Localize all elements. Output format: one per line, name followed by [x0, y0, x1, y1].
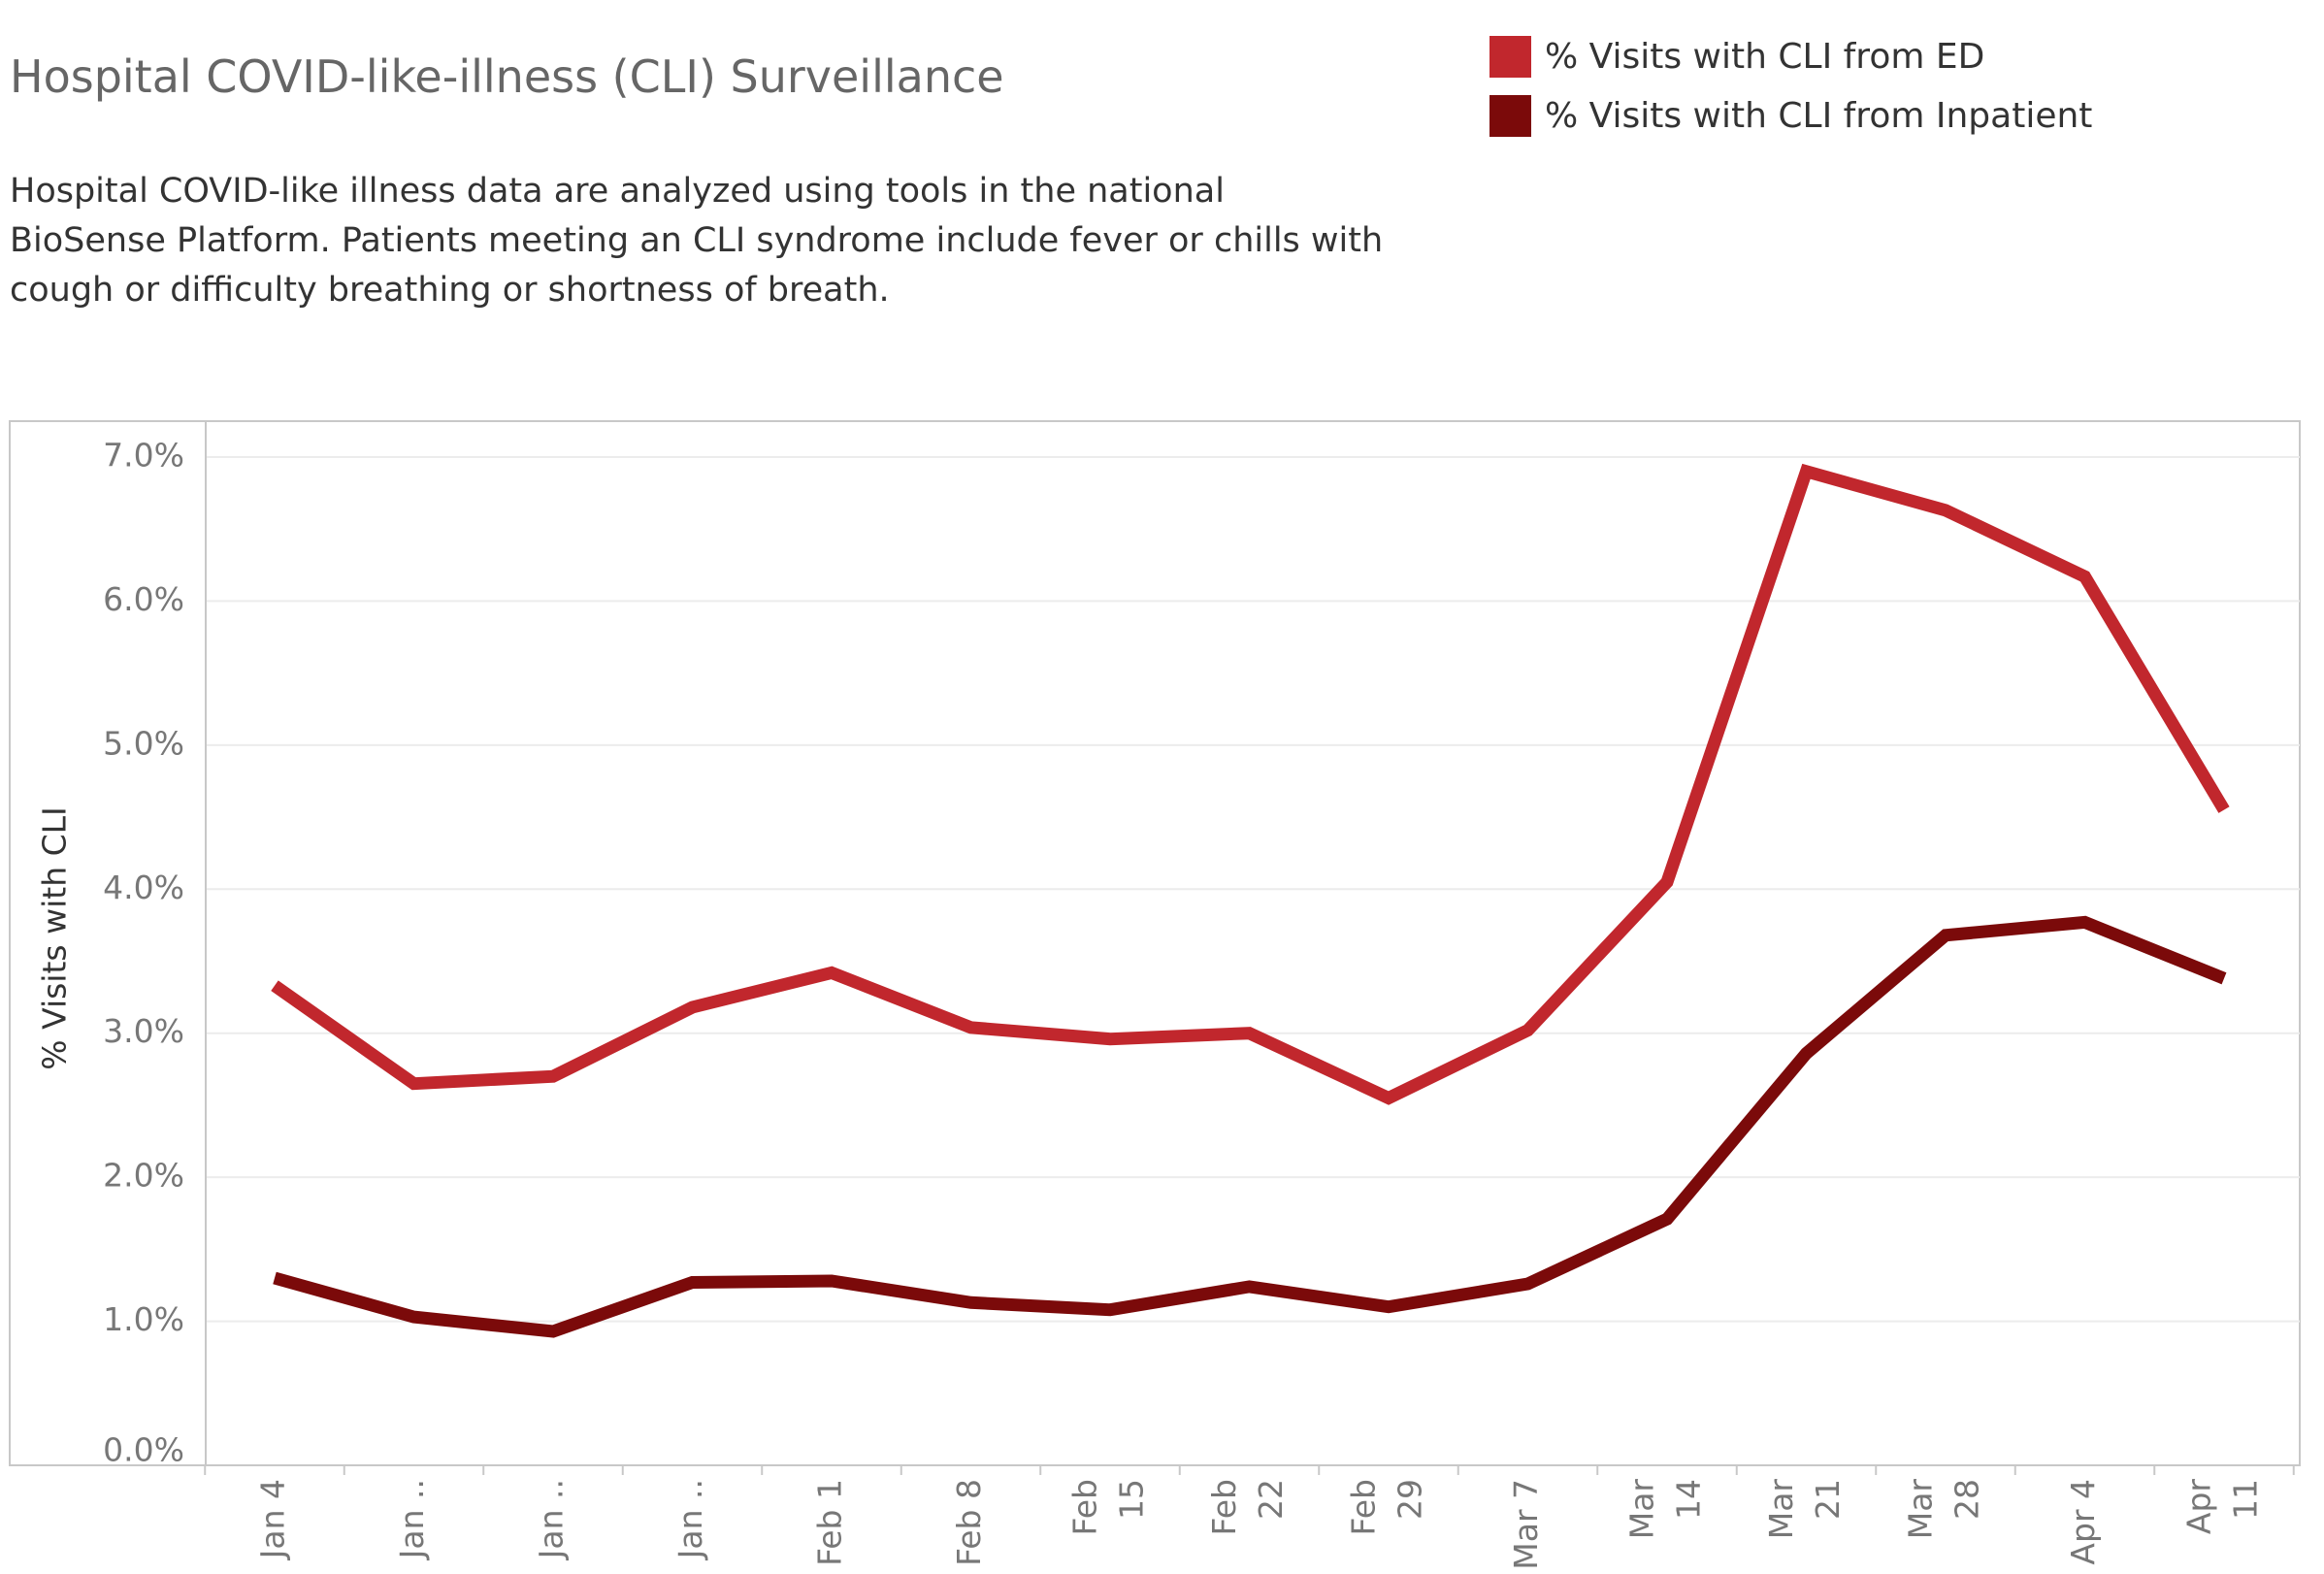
y-axis-title: % Visits with CLI	[36, 806, 74, 1070]
x-tick-label: 15	[1113, 1479, 1151, 1520]
x-tick-label: 29	[1391, 1479, 1429, 1520]
y-tick-label: 4.0%	[103, 869, 184, 906]
x-tick-label: Mar	[1902, 1479, 1940, 1540]
legend-swatch-ed	[1489, 36, 1531, 78]
x-tick-label: Feb 8	[950, 1479, 988, 1566]
chart-title: Hospital COVID-like-illness (CLI) Survei…	[10, 50, 1004, 103]
y-tick-label: 2.0%	[103, 1157, 184, 1195]
x-tick-label: Apr	[2180, 1479, 2218, 1535]
y-tick-label: 6.0%	[103, 580, 184, 618]
x-tick-label: Apr 4	[2064, 1479, 2102, 1565]
x-tick-label: Mar	[1623, 1479, 1661, 1540]
legend-swatch-inpatient	[1489, 95, 1531, 137]
y-tick-label: 1.0%	[103, 1300, 184, 1338]
x-tick-label: 21	[1809, 1479, 1847, 1520]
series-line-ed	[271, 463, 2230, 1105]
x-tick-label: 14	[1670, 1479, 1708, 1520]
x-tick-label: Feb	[1345, 1479, 1383, 1535]
legend-item-inpatient[interactable]: % Visits with CLI from Inpatient	[1489, 86, 2092, 146]
x-tick-label: 11	[2227, 1479, 2265, 1520]
legend-label-inpatient: % Visits with CLI from Inpatient	[1545, 96, 2093, 136]
chart-description: Hospital COVID-like illness data are ana…	[10, 172, 1384, 310]
x-tick-label: Feb 1	[811, 1479, 849, 1566]
x-tick-label: Jan 4	[254, 1479, 292, 1560]
x-tick-label: Feb	[1205, 1479, 1243, 1535]
series-line-inpatient	[273, 915, 2227, 1338]
x-tick-label: Jan ..	[533, 1479, 571, 1560]
x-tick-label: Mar	[1762, 1479, 1800, 1540]
x-tick-label: Jan ..	[393, 1479, 431, 1560]
x-tick-label: Feb	[1066, 1479, 1104, 1535]
plot-frame	[9, 420, 2301, 1466]
legend-item-ed[interactable]: % Visits with CLI from ED	[1489, 27, 2092, 86]
y-tick-label: 3.0%	[103, 1012, 184, 1050]
legend-label-ed: % Visits with CLI from ED	[1545, 37, 1985, 77]
y-tick-label: 7.0%	[103, 437, 184, 475]
y-tick-label: 0.0%	[103, 1431, 184, 1469]
x-tick-label: 22	[1252, 1479, 1290, 1520]
x-tick-label: Jan ..	[671, 1479, 709, 1560]
y-tick-label: 5.0%	[103, 724, 184, 762]
x-tick-label: 28	[1948, 1479, 1986, 1520]
x-tick-label: Mar 7	[1507, 1479, 1545, 1570]
legend: % Visits with CLI from ED % Visits with …	[1489, 27, 2092, 146]
